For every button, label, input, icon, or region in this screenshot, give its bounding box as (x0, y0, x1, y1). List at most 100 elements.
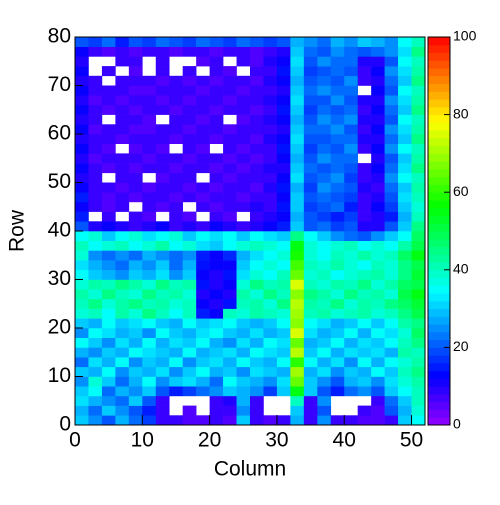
cell (75, 172, 89, 183)
cell (290, 221, 305, 232)
cell (330, 298, 345, 309)
cell (398, 182, 412, 193)
cell (155, 250, 170, 261)
cell (155, 357, 170, 368)
cell (303, 308, 318, 319)
cell (236, 347, 251, 358)
cell (317, 279, 332, 290)
cell (290, 134, 305, 144)
cell (88, 182, 103, 193)
cell (263, 182, 278, 193)
cell (250, 211, 264, 222)
cell (250, 85, 264, 96)
cell (384, 201, 399, 212)
cell (263, 308, 278, 319)
cell (209, 163, 224, 174)
cell (263, 415, 278, 426)
cell (115, 308, 130, 319)
cell (330, 357, 345, 368)
cell (115, 395, 130, 406)
cell (317, 269, 332, 280)
cell (236, 337, 251, 348)
cell (196, 153, 210, 164)
color-bar-step (428, 114, 450, 123)
color-bar-step (428, 37, 450, 46)
cell (236, 134, 251, 144)
cell (290, 46, 305, 57)
cell (344, 46, 358, 57)
cell (142, 221, 157, 232)
cell (128, 366, 143, 377)
cell (263, 124, 278, 135)
cell (196, 104, 210, 115)
cell (290, 211, 305, 222)
cell (196, 124, 210, 135)
cell (344, 201, 358, 212)
cell (344, 37, 358, 47)
cell (128, 172, 143, 183)
cell (398, 376, 412, 387)
cell (317, 75, 332, 86)
cell (196, 182, 210, 193)
cell (142, 95, 157, 106)
cell (155, 386, 170, 397)
cell (357, 386, 372, 397)
cell (344, 269, 358, 280)
cell (169, 269, 183, 280)
cell (236, 192, 251, 203)
cell (223, 201, 237, 212)
cell (344, 114, 358, 125)
cell (88, 415, 103, 426)
cell (384, 114, 399, 125)
cell (196, 318, 210, 329)
z-tick-label: 0 (453, 416, 461, 432)
cell (411, 260, 426, 271)
cell (398, 221, 412, 232)
cell (303, 231, 318, 241)
cell (411, 37, 426, 47)
cell (398, 260, 412, 271)
cell (209, 250, 224, 261)
cell (115, 337, 130, 348)
cell (411, 386, 426, 397)
cell (384, 269, 399, 280)
cell (142, 347, 157, 358)
cell (263, 357, 278, 368)
cell (115, 347, 130, 358)
cell (290, 143, 305, 154)
cell (303, 134, 318, 144)
cell (142, 395, 157, 406)
cell (330, 182, 345, 193)
cell (196, 308, 210, 319)
cell (290, 405, 305, 416)
cell (209, 260, 224, 271)
cell (371, 66, 385, 77)
cell (250, 37, 264, 47)
cell (371, 289, 385, 300)
cell (223, 85, 237, 96)
cell (290, 182, 305, 193)
cell (384, 337, 399, 348)
cell (357, 347, 372, 358)
cell (330, 201, 345, 212)
cell (411, 308, 426, 319)
cell (75, 182, 89, 193)
cell (88, 376, 103, 387)
cell (155, 415, 170, 426)
cell (303, 250, 318, 261)
cell (276, 328, 291, 338)
cell (344, 376, 358, 387)
cell (384, 395, 399, 406)
cell (128, 260, 143, 271)
cell (223, 172, 237, 183)
cell (411, 95, 426, 106)
cell (115, 366, 130, 377)
cell (263, 37, 278, 47)
cell (290, 56, 305, 67)
cell (371, 114, 385, 125)
cell (317, 386, 332, 397)
cell (384, 347, 399, 358)
cell (209, 37, 224, 47)
cell (101, 250, 116, 261)
cell (330, 124, 345, 135)
